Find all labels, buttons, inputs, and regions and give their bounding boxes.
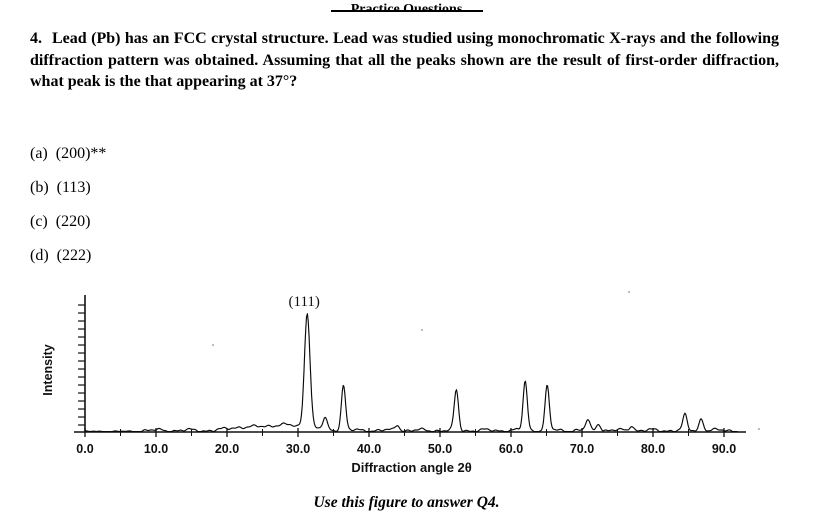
answer-options: (a) (200)** (b) (113) (c) (220) (d) (222) — [30, 144, 106, 280]
xrd-figure: 0.0 10.0 20.0 30.0 40.0 50.0 60.0 70.0 80.0 90.0 D… — [0, 282, 813, 482]
option-a: (a) (200)** — [30, 144, 106, 164]
scan-speckle — [758, 428, 760, 430]
option-b-label: (b) — [30, 179, 49, 196]
x-axis-label: Diffraction angle 2θ — [351, 460, 471, 475]
option-c-text: (220) — [55, 213, 91, 230]
option-a-label: (a) — [30, 145, 48, 162]
x-tick-label: 70.0 — [570, 442, 594, 456]
option-b-text: (113) — [56, 179, 91, 196]
y-axis-label: Intensity — [41, 344, 55, 395]
option-b: (b) (113) — [30, 178, 106, 198]
page-header-partial: Practice Questions — [330, 0, 483, 12]
question-number: 4. — [30, 30, 42, 47]
option-a-text: (200)** — [55, 145, 107, 162]
x-tick-label: 40.0 — [357, 442, 381, 456]
x-tick-label: 60.0 — [499, 442, 523, 456]
option-d-text: (222) — [56, 247, 92, 264]
x-tick-label: 0.0 — [76, 442, 93, 456]
page-header-text: Practice Questions — [350, 2, 463, 12]
xrd-chart: 0.0 10.0 20.0 30.0 40.0 50.0 60.0 70.0 80.0 90.0 D… — [41, 294, 746, 475]
option-d-label: (d) — [30, 247, 49, 264]
x-tick-label: 10.0 — [144, 442, 168, 456]
question-text: 4. Lead (Pb) has an FCC crystal structure… — [30, 28, 779, 93]
x-tick-label: 20.0 — [215, 442, 239, 456]
option-c-label: (c) — [30, 213, 48, 230]
diffraction-trace — [85, 313, 738, 433]
x-tick-label: 50.0 — [428, 442, 452, 456]
figure-caption: Use this figure to answer Q4. — [313, 494, 500, 511]
question-body: Lead (Pb) has an FCC crystal structure. … — [30, 30, 779, 90]
scan-speckle — [421, 329, 423, 331]
x-tick-label: 90.0 — [712, 442, 736, 456]
option-d: (d) (222) — [30, 246, 106, 266]
x-tick-label: 80.0 — [641, 442, 665, 456]
question-block: 4. Lead (Pb) has an FCC crystal structure… — [30, 28, 779, 93]
x-tick-label: 30.0 — [286, 442, 310, 456]
scan-speckle — [628, 291, 630, 293]
peak-annotation: (111) — [289, 294, 320, 310]
scan-speckle — [212, 344, 214, 346]
option-c: (c) (220) — [30, 212, 106, 232]
